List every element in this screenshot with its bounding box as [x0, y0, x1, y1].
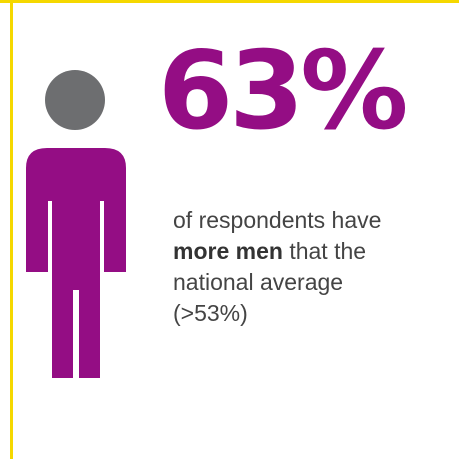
person-head	[45, 70, 105, 130]
person-body	[26, 148, 126, 378]
description-line-4: (>53%)	[173, 300, 248, 326]
frame-top-border	[0, 0, 459, 3]
description-line-1: of respondents have	[173, 207, 382, 233]
statistic-value: 63%	[158, 29, 409, 154]
statistic-description: of respondents have more men that the na…	[173, 205, 453, 329]
description-line-3: national average	[173, 269, 344, 295]
description-line-2: that the	[282, 238, 367, 264]
frame-left-border	[10, 0, 13, 459]
description-emphasis: more men	[173, 238, 283, 264]
